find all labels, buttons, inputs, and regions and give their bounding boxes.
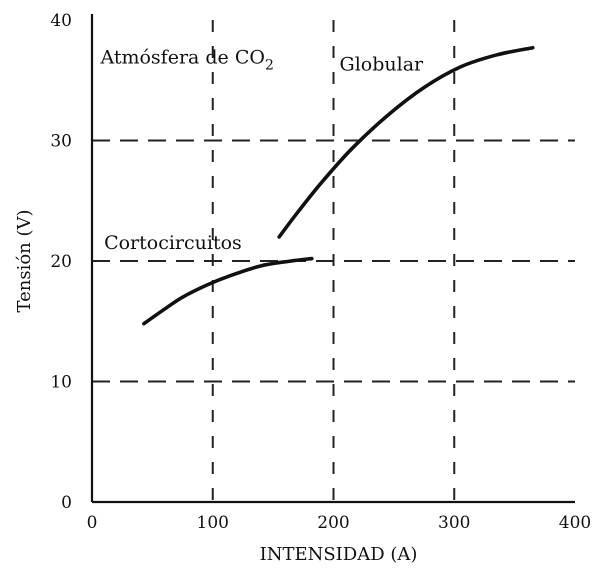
y-tick-label: 20 [50,252,72,272]
x-tick-label: 400 [559,513,591,533]
x-axis-title: INTENSIDAD (A) [260,544,418,565]
annotation-0: Cortocircuitos [104,232,242,254]
x-tick-label: 0 [87,513,98,533]
series-line-1 [277,45,535,239]
y-axis-title: Tensión (V) [14,209,35,312]
axes-layer [90,14,575,504]
chart-title: Atmósfera de CO2 [99,46,273,73]
y-tick-label: 10 [50,373,72,393]
annotation-1: Globular [340,54,424,76]
y-tick-label: 40 [50,11,72,31]
y-tick-label: 30 [50,132,72,152]
series-line-0 [142,256,314,326]
grid-layer [92,20,575,502]
x-tick-label: 200 [317,513,349,533]
x-tick-label: 300 [438,513,470,533]
x-tick-label: 100 [197,513,229,533]
y-tick-label: 0 [61,493,72,513]
label-layer: 0 100 200 300 400 0 10 20 30 40 INTENSIDAD (A) Tens… [14,11,591,565]
series-layer [142,45,535,326]
